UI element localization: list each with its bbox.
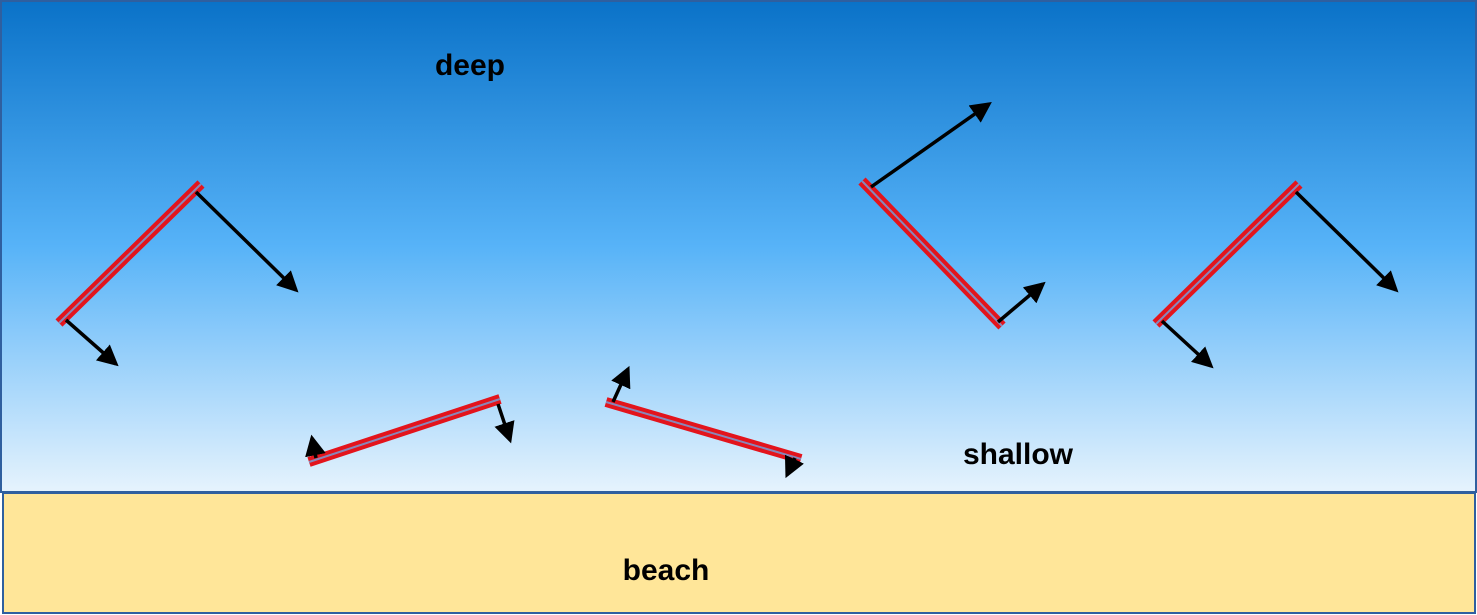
beach-area [2, 492, 1476, 614]
water [0, 0, 1477, 493]
label-beach: beach [623, 554, 710, 587]
label-deep: deep [435, 49, 505, 82]
wave-crests [55, 101, 1399, 479]
label-shallow: shallow [963, 438, 1074, 471]
